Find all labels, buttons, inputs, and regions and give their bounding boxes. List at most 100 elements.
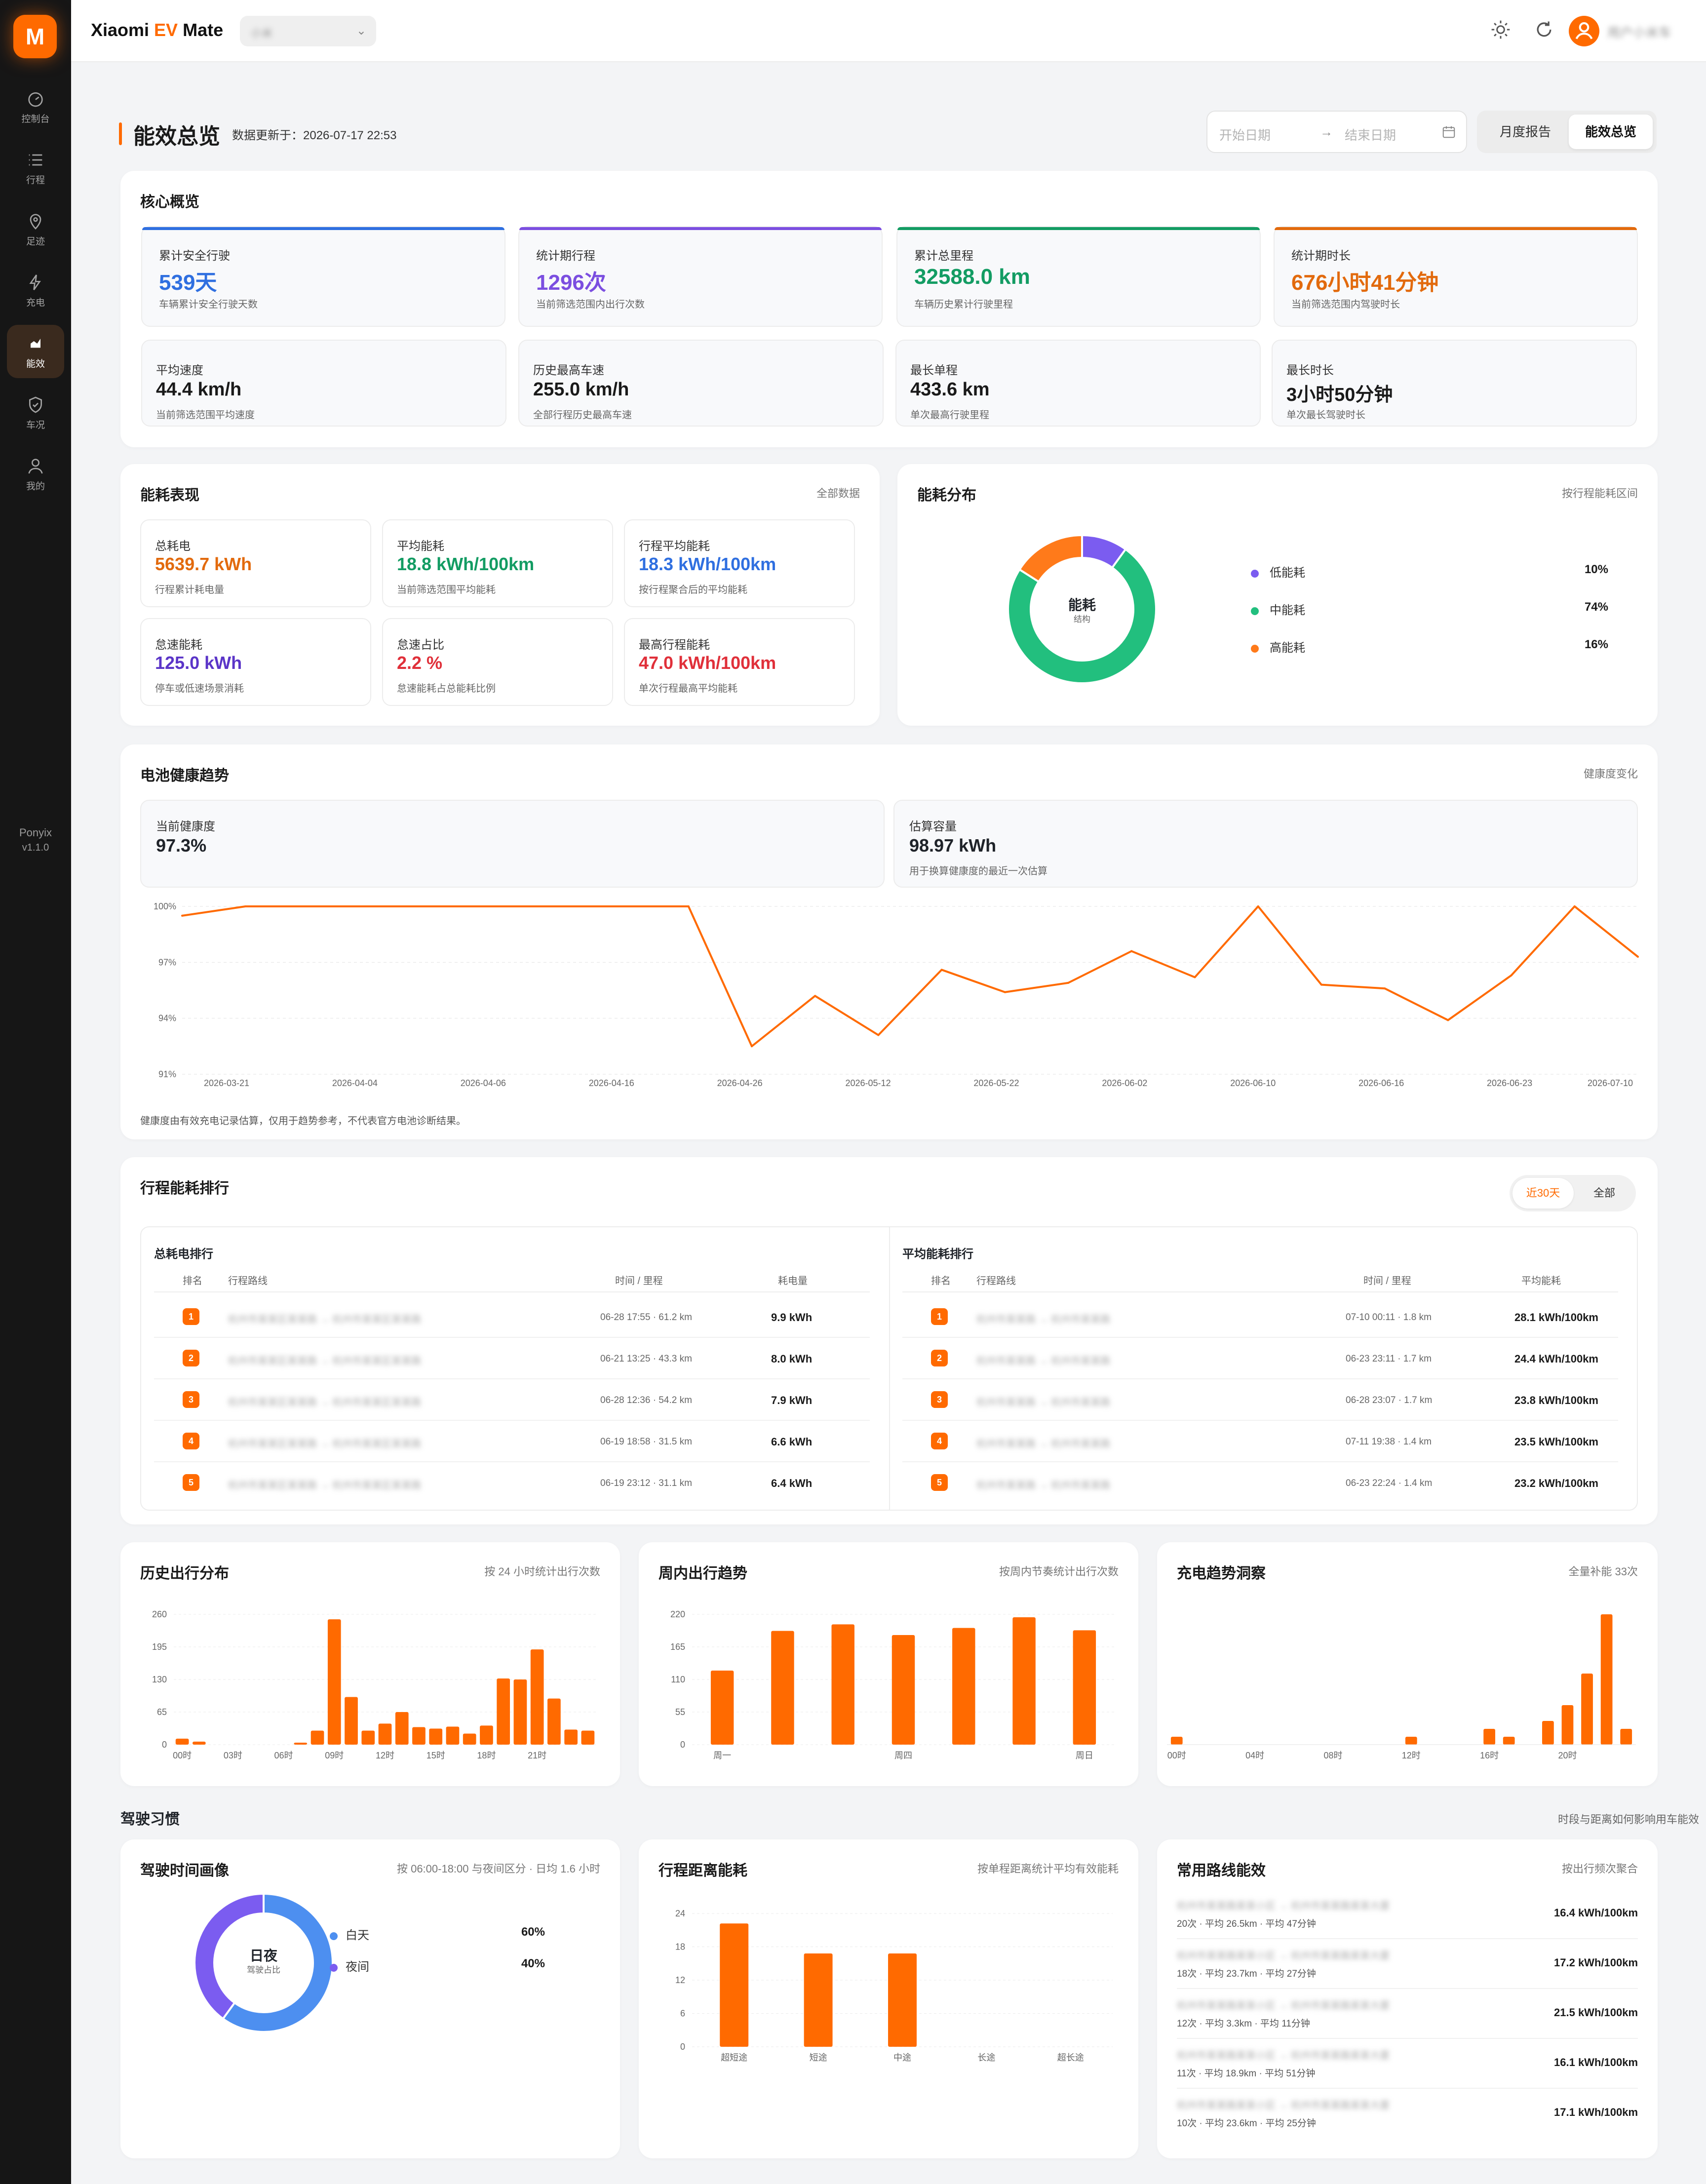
user-avatar[interactable]: [1569, 16, 1599, 46]
row-divider: [1177, 1938, 1638, 1939]
x-tick-label: 08时: [1323, 1751, 1342, 1760]
row-divider: [902, 1378, 1618, 1379]
ranking-row[interactable]: 2 杭州市某某区某某路 → 杭州市某某区某某路 06-21 13:25 · 43.3…: [141, 1338, 882, 1379]
user-name[interactable]: 用户小米车: [1607, 25, 1672, 40]
core-stat-tile: 历史最高车速 255.0 km/h 全部行程历史最高车速: [518, 340, 884, 427]
sidebar-item-location-pin[interactable]: 足迹: [7, 202, 64, 256]
energy-legend-item: 中能耗: [1251, 600, 1305, 618]
sidebar-item-bolt[interactable]: 充电: [7, 264, 64, 317]
rank-value: 6.4 kWh: [771, 1477, 813, 1489]
frequent-route-row[interactable]: 杭州市某某路某某小区 → 杭州市某某路某某大厦 12次 · 平均 3.3km · …: [1177, 1993, 1638, 2041]
battery-health-point: [181, 914, 183, 917]
day-night-center-label: 日夜: [249, 1948, 277, 1963]
sidebar-item-dashboard[interactable]: 控制台: [7, 80, 64, 133]
app-logo[interactable]: M: [13, 15, 57, 58]
date-range-picker[interactable]: 开始日期 → 结束日期: [1206, 111, 1467, 153]
rank-badge: 5: [183, 1474, 199, 1491]
battery-health-point: [244, 905, 247, 907]
sidebar-item-label: 行程: [26, 175, 45, 186]
calendar-icon[interactable]: [1441, 124, 1456, 139]
bar: [446, 1726, 460, 1745]
x-tick-label: 周日: [1076, 1751, 1093, 1760]
page-title: 能效总览: [133, 124, 220, 149]
sidebar-item-chart[interactable]: 能效: [7, 325, 64, 378]
battery-health-title: 电池健康趋势: [140, 768, 229, 784]
energy-metric-label: 总耗电: [155, 540, 191, 553]
end-date-input[interactable]: 结束日期: [1345, 128, 1396, 143]
bar: [193, 1741, 206, 1745]
user-icon: [28, 458, 43, 473]
energy-metric-label: 平均能耗: [397, 540, 444, 553]
core-stat-tile: 平均速度 44.4 km/h 当前筛选范围平均速度: [141, 340, 506, 427]
energy-metric-label: 行程平均能耗: [639, 540, 710, 553]
trip-time-distance: 06-21 13:25 · 43.3 km: [600, 1354, 692, 1364]
sidebar-item-shield[interactable]: 车况: [7, 386, 64, 439]
trip-time-distance: 06-28 17:55 · 61.2 km: [600, 1312, 692, 1323]
car-selector[interactable]: 小米 ⌄: [240, 16, 376, 46]
route-stats: 11次 · 平均 18.9km · 平均 51分钟: [1177, 2068, 1316, 2079]
bar: [1405, 1737, 1417, 1745]
rank-value: 6.6 kWh: [771, 1436, 813, 1448]
y-tick-label: 0: [680, 2042, 685, 2052]
frequent-route-row[interactable]: 杭州市某某路某某小区 → 杭州市某某路某某大厦 20次 · 平均 26.5km ·…: [1177, 1894, 1638, 1941]
ranking-row[interactable]: 1 杭州市某某路 → 杭州市某某路 07-10 00:11 · 1.8 km 28.1…: [890, 1296, 1630, 1338]
header-divider: [154, 1291, 870, 1292]
ranking-row[interactable]: 1 杭州市某某区某某路 → 杭州市某某区某某路 06-28 17:55 · 61.2…: [141, 1296, 882, 1338]
weekly-trip-trend-subtitle: 按周内节奏统计出行次数: [999, 1565, 1119, 1578]
tab-efficiency-overview[interactable]: 能效总览: [1569, 115, 1653, 149]
driving-habits-subtitle: 时段与距离如何影响用车能效: [1557, 1813, 1699, 1826]
donut-center-sublabel: 结构: [1074, 615, 1090, 624]
route-text: 杭州市某某区某某路 → 杭州市某某区某某路: [228, 1356, 422, 1366]
x-tick-label: 2026-03-21: [204, 1078, 249, 1088]
x-tick-label: 周一: [713, 1751, 731, 1760]
core-metric-desc: 当前筛选范围内出行次数: [536, 299, 645, 310]
bar: [1620, 1729, 1632, 1745]
x-tick-label: 2026-07-10: [1588, 1078, 1633, 1088]
rank-value: 23.8 kWh/100km: [1514, 1394, 1598, 1406]
energy-metric-value: 2.2 %: [397, 653, 443, 673]
energy-metric-tile: 行程平均能耗 18.3 kWh/100km 按行程聚合后的平均能耗: [624, 519, 855, 607]
refresh-icon[interactable]: [1533, 19, 1555, 40]
start-date-input[interactable]: 开始日期: [1219, 128, 1271, 143]
version-number: v1.1.0: [22, 842, 49, 853]
trip-time-distance: 06-28 23:07 · 1.7 km: [1346, 1395, 1433, 1405]
row-divider: [154, 1337, 870, 1338]
battery-health-point: [371, 905, 373, 907]
tab-monthly-report[interactable]: 月度报告: [1499, 124, 1551, 139]
energy-donut-slice: [1007, 547, 1157, 684]
ranking-row[interactable]: 3 杭州市某某路 → 杭州市某某路 06-28 23:07 · 1.7 km 23.8…: [890, 1379, 1630, 1421]
core-metric-desc: 车辆累计安全行驶天数: [159, 299, 258, 310]
ranking-row[interactable]: 4 杭州市某某路 → 杭州市某某路 07-11 19:38 · 1.4 km 23.5…: [890, 1421, 1630, 1462]
x-tick-label: 09时: [325, 1751, 344, 1760]
current-health-label: 当前健康度: [156, 820, 215, 833]
frequent-route-row[interactable]: 杭州市某某路某某小区 → 杭州市某某路某某大厦 18次 · 平均 23.7km ·…: [1177, 1944, 1638, 1991]
tab-all[interactable]: 全部: [1593, 1187, 1615, 1199]
ranking-row[interactable]: 5 杭州市某某路 → 杭州市某某路 06-23 22:24 · 1.4 km 23.2…: [890, 1462, 1630, 1504]
energy-metric-label: 怠速占比: [397, 638, 444, 652]
legend-dot-icon: [1251, 607, 1259, 615]
ranking-row[interactable]: 5 杭州市某某区某某路 → 杭州市某某区某某路 06-19 23:12 · 31.1…: [141, 1462, 882, 1504]
ranking-row[interactable]: 2 杭州市某某路 → 杭州市某某路 06-23 23:11 · 1.7 km 24.4…: [890, 1338, 1630, 1379]
sidebar-item-list[interactable]: 行程: [7, 141, 64, 195]
y-tick-label: 100%: [154, 901, 176, 911]
weekly-trip-trend-title: 周内出行趋势: [659, 1565, 747, 1582]
sidebar-item-user[interactable]: 我的: [7, 447, 64, 501]
header-divider: [902, 1291, 1618, 1292]
driving-time-profile-card: 驾驶时间画像 按 06:00-18:00 与夜间区分 · 日均 1.6 小时 日…: [120, 1839, 620, 2158]
x-tick-label: 16时: [1480, 1751, 1499, 1760]
core-stat-label: 最长时长: [1286, 364, 1334, 377]
frequent-route-row[interactable]: 杭州市某某路某某小区 → 杭州市某某路某某大厦 10次 · 平均 23.6km ·…: [1177, 2093, 1638, 2141]
theme-sun-icon[interactable]: [1490, 19, 1512, 40]
ranking-row[interactable]: 4 杭州市某某区某某路 → 杭州市某某区某某路 06-19 18:58 · 31.5…: [141, 1421, 882, 1462]
day-night-donut-chart: [194, 1892, 334, 2033]
y-tick-label: 24: [675, 1909, 685, 1918]
core-metric-value: 1296次: [536, 271, 606, 295]
frequent-route-row[interactable]: 杭州市某某路某某小区 → 杭州市某某路某某大厦 11次 · 平均 18.9km ·…: [1177, 2043, 1638, 2091]
tab-last-30-days[interactable]: 近30天: [1512, 1178, 1574, 1209]
ranking-row[interactable]: 3 杭州市某某区某某路 → 杭州市某某区某某路 06-28 12:36 · 54.2…: [141, 1379, 882, 1421]
bar: [1012, 1617, 1036, 1745]
core-stat-label: 历史最高车速: [533, 364, 604, 377]
core-stat-desc: 单次最高行驶里程: [910, 410, 989, 421]
distance-consumption-subtitle: 按单程距离统计平均有效能耗: [977, 1863, 1119, 1875]
col-header-route: 行程路线: [228, 1276, 268, 1287]
